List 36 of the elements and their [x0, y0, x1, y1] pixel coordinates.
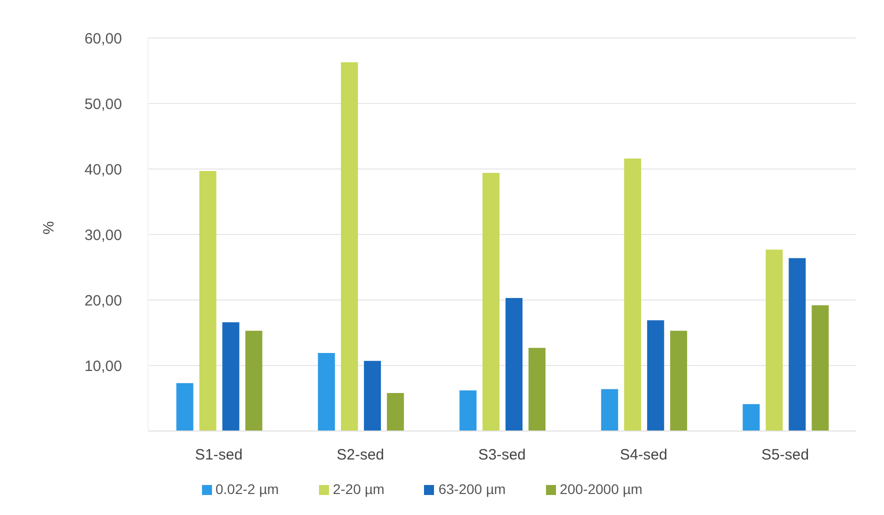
bar	[647, 320, 664, 431]
bar	[742, 404, 760, 431]
bar	[788, 258, 806, 431]
bar	[766, 250, 783, 431]
x-tick-label: S3-sed	[478, 446, 526, 464]
bar	[670, 330, 688, 431]
bar	[364, 360, 381, 431]
legend-label: 0.02-2 µm	[216, 481, 279, 497]
y-tick-label: 10,00	[84, 358, 122, 375]
bar	[199, 170, 216, 431]
bar	[812, 305, 829, 431]
x-tick-label: S1-sed	[195, 446, 243, 464]
legend-label: 63-200 µm	[438, 481, 506, 497]
bar	[176, 383, 194, 431]
y-tick-label: 20,00	[84, 292, 122, 310]
y-axis-title: %	[40, 221, 58, 234]
bar	[245, 330, 262, 431]
bar	[624, 158, 642, 431]
y-tick-label: 60,00	[84, 30, 122, 48]
legend-label: 2-20 µm	[332, 481, 384, 497]
y-tick-label: 50,00	[84, 96, 122, 113]
legend-label: 200-2000 µm	[560, 481, 642, 497]
bar	[482, 172, 500, 431]
x-tick-label: S4-sed	[620, 446, 668, 464]
bar	[528, 348, 546, 431]
bar	[222, 322, 240, 431]
x-tick-label: S2-sed	[336, 446, 384, 464]
y-tick-label: 40,00	[84, 161, 122, 178]
bar	[386, 393, 404, 431]
bar	[460, 390, 477, 431]
bar	[601, 389, 618, 431]
x-tick-label: S5-sed	[761, 446, 809, 464]
bar	[340, 62, 358, 431]
bar	[318, 353, 335, 431]
bar	[506, 298, 523, 431]
y-tick-label: 30,00	[84, 226, 122, 244]
